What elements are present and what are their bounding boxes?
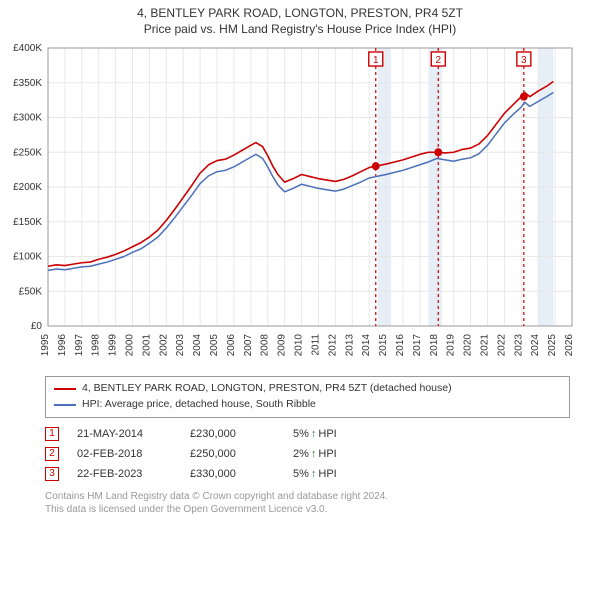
- svg-text:1997: 1997: [74, 334, 85, 357]
- legend: 4, BENTLEY PARK ROAD, LONGTON, PRESTON, …: [45, 376, 570, 418]
- svg-text:2003: 2003: [175, 334, 186, 357]
- svg-text:1996: 1996: [57, 334, 68, 357]
- svg-text:2: 2: [436, 55, 442, 66]
- event-marker: 2: [45, 447, 59, 461]
- svg-text:2017: 2017: [412, 334, 423, 357]
- event-price: £230,000: [190, 428, 275, 440]
- svg-text:£250K: £250K: [13, 147, 42, 158]
- svg-text:£200K: £200K: [13, 182, 42, 193]
- svg-text:2025: 2025: [547, 334, 558, 357]
- svg-text:2005: 2005: [209, 334, 220, 357]
- svg-text:2010: 2010: [294, 334, 305, 357]
- svg-text:2012: 2012: [327, 334, 338, 357]
- legend-label-property: 4, BENTLEY PARK ROAD, LONGTON, PRESTON, …: [82, 381, 452, 397]
- svg-text:£100K: £100K: [13, 252, 42, 263]
- event-date: 21-MAY-2014: [77, 428, 172, 440]
- legend-item-hpi: HPI: Average price, detached house, Sout…: [54, 397, 561, 413]
- svg-text:2013: 2013: [344, 334, 355, 357]
- svg-text:£50K: £50K: [19, 286, 43, 297]
- event-price: £250,000: [190, 448, 275, 460]
- events-list: 1 21-MAY-2014 £230,000 5% ↑ HPI 2 02-FEB-2018…: [45, 424, 570, 484]
- svg-text:3: 3: [521, 55, 527, 66]
- svg-text:2011: 2011: [310, 334, 321, 356]
- event-row: 1 21-MAY-2014 £230,000 5% ↑ HPI: [45, 424, 570, 444]
- event-pct: 5% ↑ HPI: [293, 428, 337, 440]
- legend-label-hpi: HPI: Average price, detached house, Sout…: [82, 397, 316, 413]
- svg-text:2000: 2000: [125, 334, 136, 357]
- svg-text:2014: 2014: [361, 334, 372, 357]
- legend-swatch-hpi: [54, 404, 76, 406]
- svg-text:2015: 2015: [378, 334, 389, 357]
- svg-text:2004: 2004: [192, 334, 203, 357]
- chart-title-address: 4, BENTLEY PARK ROAD, LONGTON, PRESTON, …: [10, 6, 590, 20]
- svg-text:1998: 1998: [91, 334, 102, 357]
- svg-text:2016: 2016: [395, 334, 406, 357]
- svg-text:2020: 2020: [463, 334, 474, 357]
- svg-text:2026: 2026: [564, 334, 575, 357]
- svg-text:£150K: £150K: [13, 217, 42, 228]
- event-pct: 2% ↑ HPI: [293, 448, 337, 460]
- svg-text:2002: 2002: [158, 334, 169, 357]
- event-date: 22-FEB-2023: [77, 468, 172, 480]
- svg-text:2023: 2023: [513, 334, 524, 357]
- event-row: 3 22-FEB-2023 £330,000 5% ↑ HPI: [45, 464, 570, 484]
- svg-text:£300K: £300K: [13, 113, 42, 124]
- svg-text:2007: 2007: [243, 334, 254, 357]
- svg-text:2018: 2018: [429, 334, 440, 357]
- svg-text:2021: 2021: [479, 334, 490, 357]
- chart-area: 1 2 3 £0 £50K £100K £150K £200K £250K £300K £350K £…: [0, 40, 600, 370]
- svg-text:2024: 2024: [530, 334, 541, 357]
- svg-text:1995: 1995: [40, 334, 51, 357]
- event-row: 2 02-FEB-2018 £250,000 2% ↑ HPI: [45, 444, 570, 464]
- svg-text:£400K: £400K: [13, 43, 42, 54]
- attribution-line2: This data is licensed under the Open Gov…: [45, 503, 570, 517]
- svg-text:2019: 2019: [446, 334, 457, 357]
- svg-text:£0: £0: [31, 321, 43, 332]
- event-date: 02-FEB-2018: [77, 448, 172, 460]
- svg-text:2009: 2009: [277, 334, 288, 357]
- svg-text:1: 1: [373, 55, 379, 66]
- svg-text:2001: 2001: [141, 334, 152, 357]
- event-pct: 5% ↑ HPI: [293, 468, 337, 480]
- chart-subtitle: Price paid vs. HM Land Registry's House …: [10, 22, 590, 36]
- attribution-line1: Contains HM Land Registry data © Crown c…: [45, 490, 570, 504]
- svg-text:2006: 2006: [226, 334, 237, 357]
- svg-text:£350K: £350K: [13, 78, 42, 89]
- event-marker: 3: [45, 467, 59, 481]
- svg-text:1999: 1999: [108, 334, 119, 357]
- legend-swatch-property: [54, 388, 76, 390]
- svg-text:2022: 2022: [496, 334, 507, 357]
- attribution: Contains HM Land Registry data © Crown c…: [45, 490, 570, 517]
- legend-item-property: 4, BENTLEY PARK ROAD, LONGTON, PRESTON, …: [54, 381, 561, 397]
- svg-text:2008: 2008: [260, 334, 271, 357]
- line-chart-svg: 1 2 3 £0 £50K £100K £150K £200K £250K £300K £350K £…: [0, 40, 600, 370]
- event-price: £330,000: [190, 468, 275, 480]
- event-marker: 1: [45, 427, 59, 441]
